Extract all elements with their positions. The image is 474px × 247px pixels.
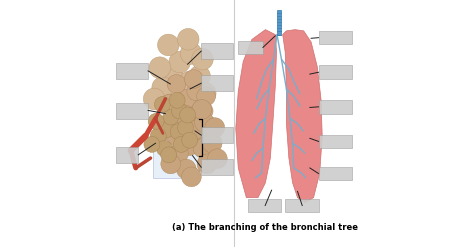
FancyBboxPatch shape [319,135,352,148]
Circle shape [159,122,174,138]
Circle shape [193,139,213,158]
Circle shape [184,120,204,140]
Circle shape [208,149,227,168]
FancyBboxPatch shape [116,103,148,119]
FancyBboxPatch shape [201,159,233,175]
Circle shape [179,71,201,93]
Circle shape [167,75,186,93]
Circle shape [166,125,186,145]
Bar [277,10,282,35]
Circle shape [182,132,198,148]
Circle shape [170,126,188,145]
Text: (a) The branching of the bronchial tree: (a) The branching of the bronchial tree [173,223,358,232]
Circle shape [157,34,179,56]
Circle shape [197,154,217,174]
Circle shape [197,87,216,106]
Circle shape [173,136,189,152]
Circle shape [155,122,173,140]
FancyBboxPatch shape [319,65,352,79]
Polygon shape [153,119,199,178]
Circle shape [182,167,201,187]
Circle shape [148,113,164,129]
Circle shape [170,124,186,140]
Circle shape [194,82,216,104]
Circle shape [161,154,181,174]
Circle shape [150,128,166,144]
Circle shape [155,97,170,112]
FancyBboxPatch shape [248,199,282,212]
Circle shape [162,112,181,130]
Circle shape [160,94,182,115]
Circle shape [160,94,178,113]
FancyBboxPatch shape [238,41,263,54]
Circle shape [189,122,208,140]
Circle shape [179,136,199,156]
Circle shape [174,105,193,124]
Circle shape [199,117,218,135]
Circle shape [180,107,196,123]
Circle shape [163,109,179,125]
Circle shape [183,88,205,110]
Circle shape [177,28,199,50]
Circle shape [205,118,225,137]
Polygon shape [236,30,276,198]
FancyBboxPatch shape [116,63,148,79]
Circle shape [202,133,222,153]
Circle shape [172,104,191,123]
Circle shape [191,48,213,70]
Circle shape [180,43,202,64]
Circle shape [194,102,213,121]
Circle shape [189,65,210,87]
Circle shape [161,147,177,163]
Circle shape [156,141,173,157]
Circle shape [169,51,191,73]
FancyBboxPatch shape [201,75,233,91]
Circle shape [194,113,214,132]
Circle shape [186,107,204,125]
FancyBboxPatch shape [319,100,352,114]
Circle shape [149,57,171,79]
FancyBboxPatch shape [319,167,352,180]
Circle shape [177,89,196,108]
Circle shape [184,70,203,88]
Circle shape [192,100,212,119]
Circle shape [187,82,206,101]
Circle shape [169,144,188,163]
Circle shape [143,88,165,110]
FancyBboxPatch shape [319,31,352,44]
Circle shape [171,103,187,119]
FancyBboxPatch shape [116,147,138,163]
FancyBboxPatch shape [201,43,233,59]
Polygon shape [283,30,322,203]
Circle shape [169,92,185,108]
Circle shape [166,102,188,124]
Circle shape [163,68,185,90]
Circle shape [176,159,196,179]
Circle shape [152,77,173,98]
FancyBboxPatch shape [285,199,319,212]
Circle shape [174,134,193,153]
FancyBboxPatch shape [201,127,233,143]
Circle shape [178,120,193,136]
Circle shape [144,136,160,152]
